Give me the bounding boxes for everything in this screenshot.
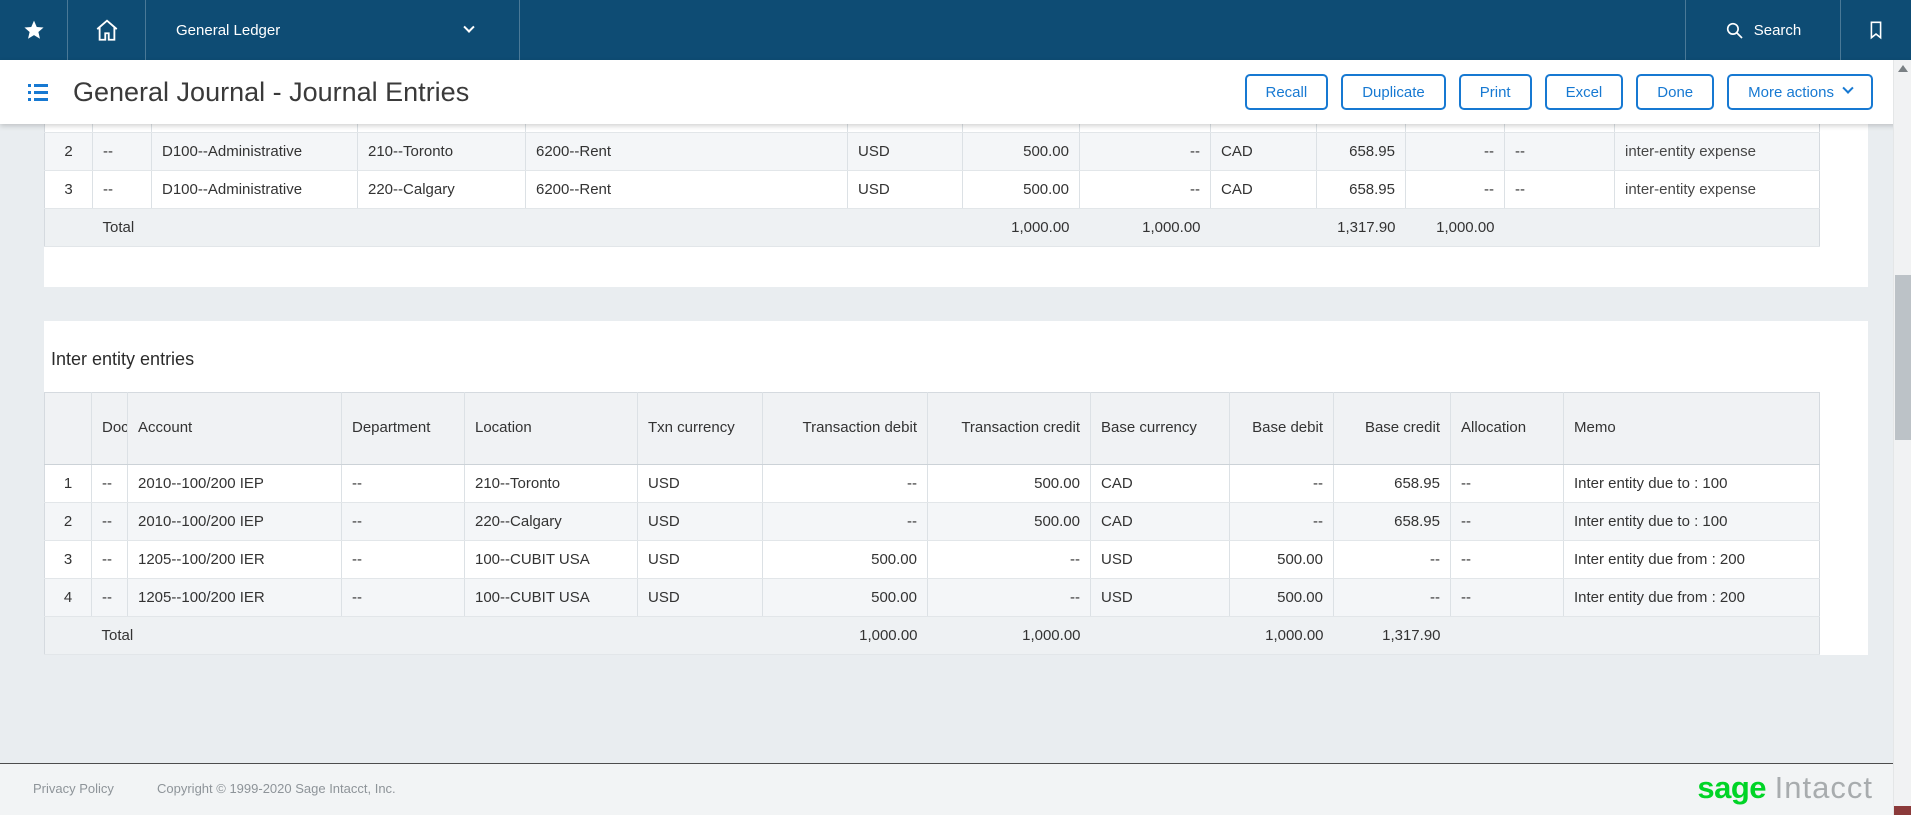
top-navigation-bar: General Ledger Search bbox=[0, 0, 1911, 60]
col-base-currency: Base currency bbox=[1090, 392, 1230, 465]
star-icon bbox=[23, 20, 44, 39]
table-row: 2 -- 2010--100/200 IEP -- 220--Calgary U… bbox=[44, 502, 1820, 541]
vertical-scrollbar[interactable] bbox=[1893, 60, 1911, 815]
footer: Privacy Policy Copyright © 1999-2020 Sag… bbox=[0, 764, 1911, 815]
col-base-credit: Base credit bbox=[1333, 392, 1451, 465]
col-memo: Memo bbox=[1563, 392, 1820, 465]
header-actions: Recall Duplicate Print Excel Done More a… bbox=[1244, 74, 1873, 110]
done-button[interactable]: Done bbox=[1636, 74, 1715, 110]
col-account: Account bbox=[127, 392, 342, 465]
sage-intacct-logo: sage Intacct bbox=[1697, 770, 1873, 806]
favorites-button[interactable] bbox=[0, 0, 67, 60]
page-title: General Journal - Journal Entries bbox=[73, 76, 470, 107]
col-location: Location bbox=[464, 392, 638, 465]
chevron-down-icon bbox=[463, 21, 475, 33]
table-row-clipped bbox=[44, 124, 1820, 133]
col-base-debit: Base debit bbox=[1229, 392, 1334, 465]
total-row: Total 1,000.00 1,000.00 1,000.00 1,317.9… bbox=[44, 616, 1820, 655]
col-transaction-debit: Transaction debit bbox=[762, 392, 928, 465]
table-row: 4 -- 1205--100/200 IER -- 100--CUBIT USA… bbox=[44, 578, 1820, 617]
total-base-credit: 1,000.00 bbox=[1405, 208, 1505, 247]
scrollbar-thumb[interactable] bbox=[1895, 275, 1911, 440]
entity-list-button[interactable] bbox=[28, 83, 48, 101]
print-button[interactable]: Print bbox=[1458, 74, 1532, 110]
total-base-credit: 1,317.90 bbox=[1333, 616, 1451, 655]
footer-divider bbox=[0, 763, 1911, 764]
module-menu-label: General Ledger bbox=[176, 21, 281, 39]
total-label: Total bbox=[91, 616, 638, 655]
list-icon bbox=[28, 83, 48, 87]
home-button[interactable] bbox=[67, 0, 145, 60]
col-txn-currency: Txn currency bbox=[637, 392, 763, 465]
bookmarks-button[interactable] bbox=[1840, 0, 1911, 60]
recall-button[interactable]: Recall bbox=[1244, 74, 1329, 110]
nav-spacer bbox=[520, 0, 1685, 60]
more-actions-button[interactable]: More actions bbox=[1727, 74, 1873, 110]
scrollbar-marker bbox=[1894, 806, 1911, 815]
col-doc: Doc bbox=[91, 392, 128, 465]
journal-entries-panel: 2 -- D100--Administrative 210--Toronto 6… bbox=[44, 124, 1868, 287]
table-row: 3 -- 1205--100/200 IER -- 100--CUBIT USA… bbox=[44, 540, 1820, 579]
total-txn-debit: 1,000.00 bbox=[762, 616, 928, 655]
col-transaction-credit: Transaction credit bbox=[927, 392, 1091, 465]
table-header: Doc Account Department Location Txn curr… bbox=[44, 392, 1820, 465]
col-department: Department bbox=[341, 392, 465, 465]
table-row: 1 -- 2010--100/200 IEP -- 210--Toronto U… bbox=[44, 464, 1820, 503]
table-row: 3 -- D100--Administrative 220--Calgary 6… bbox=[44, 170, 1820, 209]
search-label: Search bbox=[1753, 21, 1802, 39]
total-txn-credit: 1,000.00 bbox=[927, 616, 1091, 655]
search-icon bbox=[1726, 22, 1743, 39]
table-row: 2 -- D100--Administrative 210--Toronto 6… bbox=[44, 132, 1820, 171]
search-button[interactable]: Search bbox=[1685, 0, 1840, 60]
copyright-text: Copyright © 1999-2020 Sage Intacct, Inc. bbox=[157, 781, 396, 796]
logo-sage-text: sage bbox=[1697, 770, 1767, 805]
inter-entity-entries-panel: Inter entity entries Doc Account Departm… bbox=[44, 321, 1868, 655]
logo-intacct-text: Intacct bbox=[1774, 770, 1873, 805]
col-allocation: Allocation bbox=[1450, 392, 1564, 465]
page-header: General Journal - Journal Entries Recall… bbox=[0, 60, 1911, 124]
journal-entries-table: 2 -- D100--Administrative 210--Toronto 6… bbox=[44, 124, 1820, 247]
chevron-down-icon bbox=[1842, 82, 1854, 94]
home-icon bbox=[96, 19, 117, 41]
module-menu-dropdown[interactable]: General Ledger bbox=[145, 0, 520, 60]
col-rownum bbox=[44, 392, 92, 465]
more-actions-label: More actions bbox=[1748, 83, 1834, 101]
total-txn-credit: 1,000.00 bbox=[1079, 208, 1211, 247]
scroll-up-arrow-icon[interactable] bbox=[1898, 65, 1908, 72]
total-txn-debit: 1,000.00 bbox=[962, 208, 1080, 247]
duplicate-button[interactable]: Duplicate bbox=[1341, 74, 1446, 110]
total-row: Total 1,000.00 1,000.00 1,317.90 1,000.0… bbox=[44, 208, 1820, 247]
privacy-policy-link[interactable]: Privacy Policy bbox=[33, 781, 114, 796]
total-base-debit: 1,000.00 bbox=[1229, 616, 1334, 655]
bookmark-icon bbox=[1870, 21, 1882, 40]
inter-entity-entries-table: Doc Account Department Location Txn curr… bbox=[44, 392, 1820, 655]
total-label: Total bbox=[92, 208, 848, 247]
total-base-debit: 1,317.90 bbox=[1316, 208, 1406, 247]
section-title: Inter entity entries bbox=[51, 349, 195, 369]
excel-button[interactable]: Excel bbox=[1544, 74, 1624, 110]
